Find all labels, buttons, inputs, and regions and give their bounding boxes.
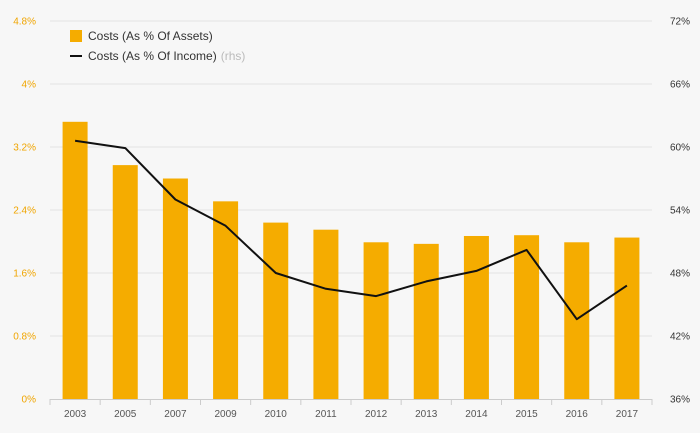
legend-label-assets: Costs (As % Of Assets): [88, 29, 213, 43]
x-tick-label: 2016: [566, 409, 589, 420]
x-tick-label: 2014: [465, 409, 488, 420]
y-left-tick-label: 0.8%: [13, 332, 36, 343]
bar: [463, 235, 489, 399]
y-left-tick-label: 0%: [22, 395, 37, 406]
x-tick-label: 2007: [164, 409, 187, 420]
x-tick-label: 2011: [315, 409, 337, 420]
x-tick-label: 2013: [415, 409, 438, 420]
x-tick-label: 2017: [616, 409, 639, 420]
y-right-tick-label: 66%: [670, 80, 690, 91]
bar-series: [62, 121, 640, 400]
x-tick-label: 2005: [114, 409, 137, 420]
legend-label-income-note: (rhs): [221, 49, 246, 63]
legend-swatch-assets: [70, 30, 82, 42]
bar: [62, 121, 88, 400]
bar: [263, 222, 289, 399]
x-tick-label: 2009: [214, 409, 237, 420]
bar: [514, 235, 540, 399]
bar: [614, 237, 640, 399]
income-line: [74, 139, 628, 321]
legend-label-income-text: Costs (As % Of Income): [88, 49, 217, 63]
x-tick-label: 2012: [365, 409, 388, 420]
y-left-tick-label: 4%: [22, 80, 37, 91]
y-left-tick-label: 4.8%: [13, 17, 36, 28]
y-right-tick-label: 48%: [670, 269, 690, 280]
x-tick-label: 2015: [515, 409, 538, 420]
y-left-tick-label: 2.4%: [13, 206, 36, 217]
bar: [413, 243, 439, 399]
bar: [112, 165, 138, 399]
line-series: [74, 139, 628, 321]
x-tick-label: 2010: [265, 409, 288, 420]
y-right-tick-label: 60%: [670, 143, 690, 154]
y-left-tick-label: 1.6%: [13, 269, 36, 280]
grid-lines: [50, 20, 652, 337]
y-right-tick-label: 72%: [670, 17, 690, 28]
x-tick-label: 2003: [64, 409, 87, 420]
y-right-tick-label: 54%: [670, 206, 690, 217]
y-right-tick-label: 42%: [670, 332, 690, 343]
axes: 0% 0.8% 1.6% 2.4% 3.2% 4% 4.8% 36% 42% 48% 54% 60% 6…: [13, 17, 690, 421]
bar: [313, 229, 339, 399]
bar: [213, 201, 239, 399]
bar: [363, 242, 389, 399]
bar: [162, 178, 188, 399]
bar: [564, 242, 590, 399]
y-right-tick-label: 36%: [670, 395, 690, 406]
y-left-tick-label: 3.2%: [13, 143, 36, 154]
legend-label-income: Costs (As % Of Income) (rhs): [88, 49, 245, 63]
legend: Costs (As % Of Assets) Costs (As % Of In…: [70, 29, 245, 63]
